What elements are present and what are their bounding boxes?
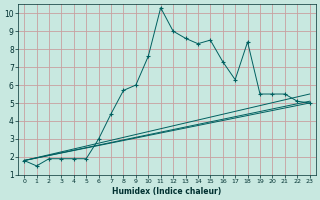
X-axis label: Humidex (Indice chaleur): Humidex (Indice chaleur): [112, 187, 221, 196]
